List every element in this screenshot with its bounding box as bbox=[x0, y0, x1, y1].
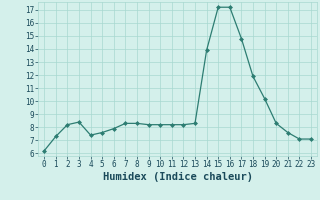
X-axis label: Humidex (Indice chaleur): Humidex (Indice chaleur) bbox=[103, 172, 252, 182]
